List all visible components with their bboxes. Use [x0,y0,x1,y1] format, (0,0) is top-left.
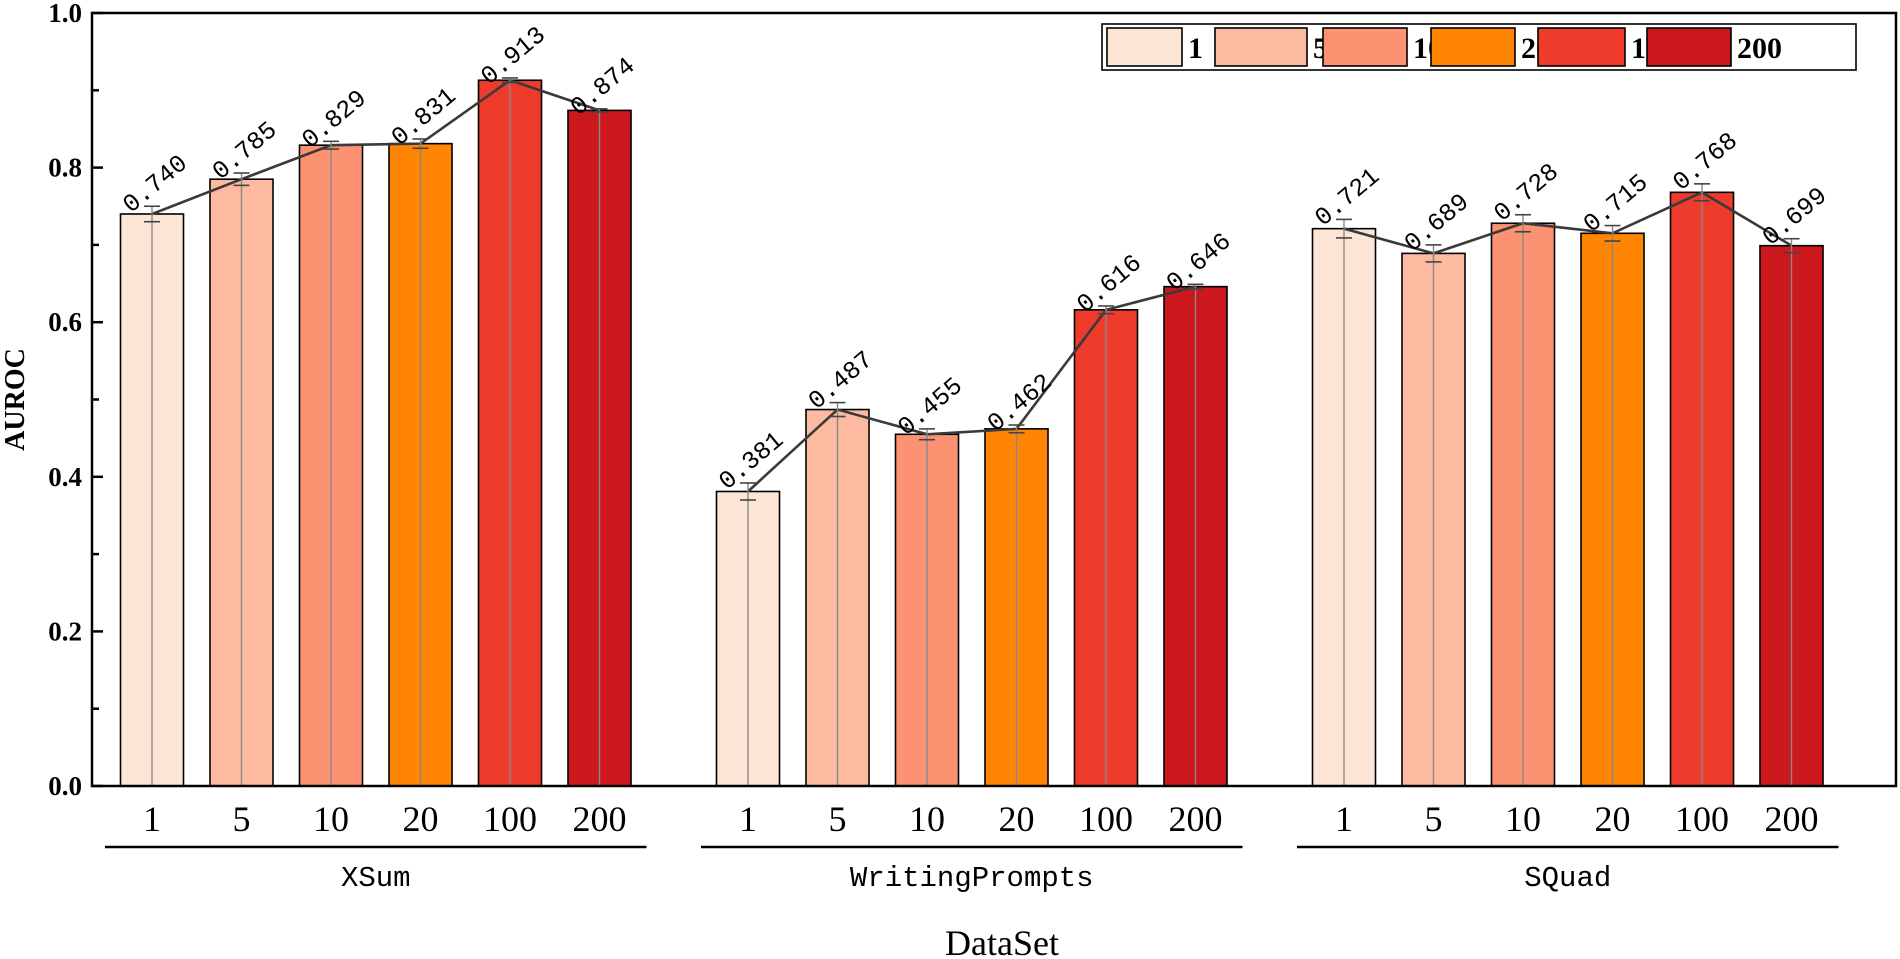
y-tick-label: 0.8 [48,153,82,183]
error-bar [1604,224,1621,786]
x-tick-label: 20 [403,799,439,839]
group-label-writingprompts: WritingPrompts [850,862,1094,895]
bars-layer [119,79,1824,787]
value-label: 0.728 [1489,158,1565,228]
error-bar [144,205,160,786]
legend-swatch [1106,27,1183,67]
x-tick-label: 10 [1505,799,1541,839]
plot-frame [90,11,1898,788]
y-tick-label: 0.2 [48,616,82,646]
legend-item-200: 200 [1646,27,1782,67]
legend-item-1: 1 [1106,27,1203,67]
y-tick-label: 0.4 [48,462,82,492]
error-bar [323,140,339,786]
value-label: 0.689 [1399,188,1475,258]
y-tick-label: 1.0 [48,0,82,28]
legend-swatch [1322,27,1408,67]
legend-item-20: 20 [1430,27,1551,67]
error-bar [740,482,756,786]
x-tick-label: 200 [1765,799,1819,839]
trend-line-squad [1343,190,1793,255]
error-bar [233,172,250,786]
y-axis-title: AUROC [0,348,31,451]
error-bar [1336,218,1352,786]
value-label: 0.462 [982,368,1058,438]
legend-label: 1 [1188,32,1203,65]
x-tick-label: 1 [739,799,757,839]
value-label: 0.715 [1578,169,1654,239]
x-tick-label: 10 [909,799,945,839]
value-label: 0.768 [1668,127,1744,197]
value-label: 0.721 [1310,162,1386,232]
x-tick-label: 200 [573,799,627,839]
error-bar [829,401,846,786]
x-tick-label: 5 [1425,799,1443,839]
error-bar [502,77,518,786]
value-label: 0.381 [714,426,790,496]
group-label-xsum: XSum [341,862,411,895]
x-tick-label: 1 [143,799,161,839]
x-tick-label: 20 [999,799,1035,839]
group-label-squad: SQuad [1524,862,1611,895]
value-label: 0.785 [207,116,283,186]
trend-line-writingprompts [747,285,1196,493]
value-label: 0.699 [1757,182,1833,252]
x-tick-label: 100 [1079,799,1133,839]
legend-swatch [1214,27,1308,67]
legend-swatch [1430,27,1516,67]
legend-item-100: 100 [1537,27,1676,67]
x-tick-label: 100 [1675,799,1729,839]
y-tick-label: 0.6 [48,307,82,337]
y-axis-ticks: 0.0 0.2 0.4 0.6 0.8 1.0 [48,0,103,801]
y-tick-label: 0.0 [48,771,82,801]
error-bar [1515,213,1531,786]
x-axis-title: DataSet [945,923,1059,959]
x-tick-label: 10 [313,799,349,839]
error-bar [591,108,608,786]
x-tick-label: 200 [1169,799,1223,839]
connecting-lines-layer [151,78,1793,493]
error-bar [919,428,935,786]
value-label: 0.487 [803,346,879,416]
error-bar [1187,283,1204,786]
error-bar [1425,244,1442,786]
legend-item-5: 5 [1214,27,1328,67]
error-bar [1098,305,1114,786]
x-tick-label: 1 [1335,799,1353,839]
legend-item-10: 10 [1322,27,1443,67]
group-labels-layer: XSum WritingPrompts SQuad [105,845,1839,895]
x-axis-ticks: 1 5 10 20 100 200 1 5 10 20 100 200 1 5 10 20 100 200 [143,799,1819,839]
error-bars-layer [144,77,1800,786]
x-tick-label: 5 [829,799,847,839]
error-bar [1694,183,1710,786]
x-tick-label: 100 [483,799,537,839]
trend-line-xsum [151,78,600,216]
error-bar [1783,237,1800,786]
x-tick-label: 5 [233,799,251,839]
value-label: 0.740 [118,149,194,219]
error-bar [1008,424,1025,786]
error-bar [412,138,429,786]
legend-swatch [1537,27,1626,67]
legend-label: 200 [1737,32,1782,65]
x-tick-label: 20 [1595,799,1631,839]
legend-swatch [1646,27,1732,67]
